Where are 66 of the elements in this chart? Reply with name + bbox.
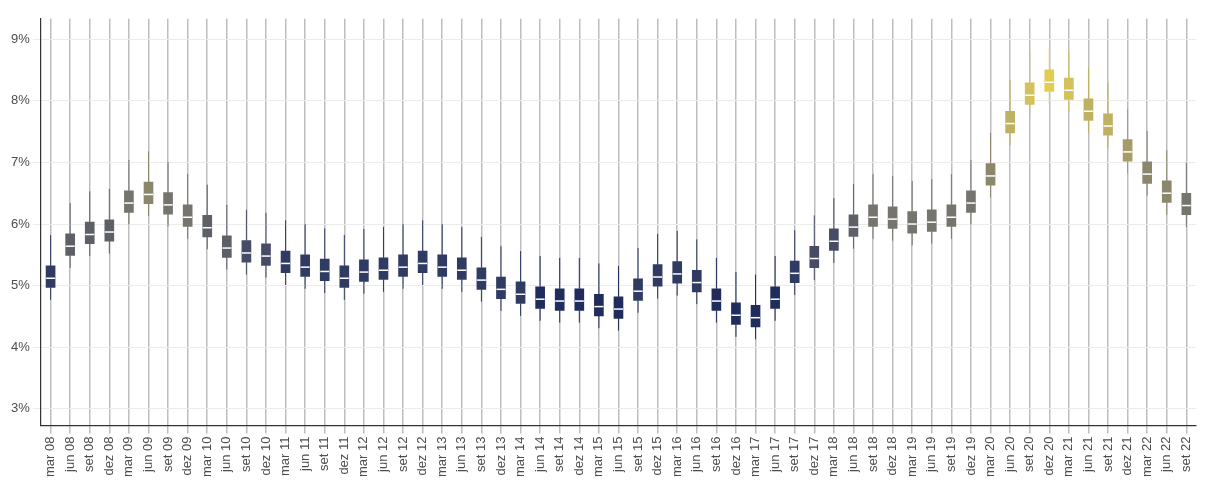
x-tick-label: set 09 — [159, 436, 175, 472]
x-tick-label: jun 11 — [296, 436, 312, 473]
x-tick-label: set 15 — [629, 436, 645, 472]
y-tick-label: 7% — [10, 153, 31, 169]
x-tick-label: jun 09 — [140, 436, 156, 473]
x-tick-label: jun 19 — [923, 436, 939, 473]
x-tick-label: jun 14 — [531, 436, 547, 473]
x-tick-label: dez 08 — [100, 436, 116, 476]
x-tick-label: mar 18 — [825, 436, 841, 478]
x-tick-label: mar 16 — [668, 436, 684, 478]
y-tick-label: 4% — [10, 338, 31, 354]
x-tick-label: mar 17 — [747, 436, 763, 478]
y-tick-label: 9% — [10, 30, 31, 46]
x-tick-label: set 16 — [707, 436, 723, 472]
x-tick-label: set 12 — [394, 436, 410, 472]
x-tick-label: set 18 — [864, 436, 880, 472]
x-tick-label: jun 17 — [766, 436, 782, 473]
x-tick-label: jun 08 — [61, 436, 77, 473]
x-tick-label: mar 08 — [42, 436, 58, 478]
x-tick-label: set 14 — [551, 436, 567, 472]
x-tick-label: set 21 — [1099, 436, 1115, 472]
x-tick-label: set 11 — [316, 436, 332, 471]
x-tick-label: dez 09 — [179, 436, 195, 476]
x-tick-label: jun 15 — [610, 436, 626, 473]
x-tick-label: mar 13 — [433, 436, 449, 478]
x-tick-label: set 10 — [237, 436, 253, 472]
x-tick-label: jun 10 — [218, 436, 234, 473]
x-tick-label: dez 18 — [884, 436, 900, 476]
x-tick-label: dez 17 — [805, 436, 821, 476]
x-tick-label: mar 22 — [1138, 436, 1154, 478]
y-tick-label: 5% — [10, 277, 31, 293]
y-tick-label: 8% — [10, 92, 31, 108]
x-tick-label: dez 20 — [1040, 436, 1056, 476]
x-tick-label: mar 14 — [512, 436, 528, 478]
x-tick-label: mar 19 — [903, 436, 919, 478]
x-tick-label: jun 20 — [1001, 436, 1017, 473]
x-tick-label: dez 21 — [1119, 436, 1135, 476]
x-tick-label: set 22 — [1177, 436, 1193, 472]
x-tick-label: dez 10 — [257, 436, 273, 476]
x-tick-label: jun 12 — [375, 436, 391, 473]
x-tick-label: dez 12 — [414, 436, 430, 476]
x-tick-label: mar 11 — [277, 436, 293, 477]
x-tick-label: mar 10 — [198, 436, 214, 478]
y-tick-label: 6% — [10, 215, 31, 231]
x-tick-label: dez 13 — [492, 436, 508, 476]
x-tick-label: mar 09 — [120, 436, 136, 478]
x-tick-label: mar 21 — [1060, 436, 1076, 478]
x-tick-label: dez 11 — [335, 436, 351, 475]
x-tick-label: jun 13 — [453, 436, 469, 473]
x-tick-label: jun 16 — [688, 436, 704, 473]
x-tick-label: jun 21 — [1080, 436, 1096, 473]
x-tick-label: set 20 — [1021, 436, 1037, 472]
x-tick-label: dez 16 — [727, 436, 743, 476]
x-tick-label: jun 22 — [1158, 436, 1174, 473]
x-tick-label: jun 18 — [845, 436, 861, 473]
x-tick-label: set 08 — [81, 436, 97, 472]
x-tick-label: set 19 — [942, 436, 958, 472]
x-tick-label: dez 19 — [962, 436, 978, 476]
x-tick-label: set 13 — [472, 436, 488, 472]
y-tick-label: 3% — [10, 400, 31, 416]
x-tick-label: dez 14 — [570, 436, 586, 476]
x-tick-label: mar 20 — [982, 436, 998, 478]
x-tick-label: dez 15 — [649, 436, 665, 476]
x-tick-label: mar 15 — [590, 436, 606, 478]
x-tick-label: set 17 — [786, 436, 802, 472]
x-tick-label: mar 12 — [355, 436, 371, 478]
